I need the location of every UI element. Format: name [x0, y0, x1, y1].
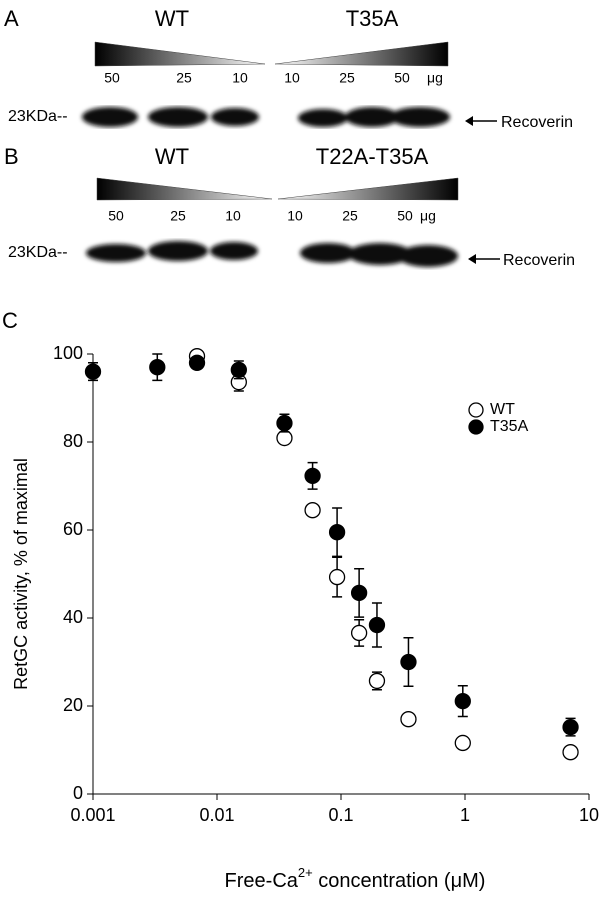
amount: 10	[232, 70, 248, 86]
x-label-part: Free-Ca	[225, 870, 299, 892]
right-label: T35A	[346, 6, 399, 31]
x-tick-label: 10	[579, 805, 599, 825]
x-tick-label: 0.1	[328, 805, 353, 825]
y-tick-label: 80	[63, 431, 83, 451]
y-tick-label: 100	[53, 343, 83, 363]
blot-bands	[82, 107, 450, 127]
amount: 50	[108, 208, 124, 224]
y-tick-label: 0	[73, 783, 83, 803]
panel-label: B	[4, 144, 19, 169]
legend-label: T35A	[490, 418, 529, 435]
left-label: WT	[155, 6, 189, 31]
data-point	[304, 502, 321, 519]
mw-marker: 23KDa--	[8, 244, 68, 261]
panel-label: C	[2, 308, 18, 333]
data-point	[368, 672, 386, 690]
data-point	[350, 584, 368, 602]
arrow-head	[468, 254, 476, 264]
legend-marker	[468, 402, 484, 418]
data-point	[454, 734, 471, 752]
amount: 10	[284, 70, 300, 86]
data-point	[328, 524, 346, 541]
amount: 10	[287, 208, 303, 224]
band-label: Recoverin	[503, 252, 575, 269]
mw-marker: 23KDa--	[8, 108, 68, 125]
amount: 50	[104, 70, 120, 86]
gradient-wedge	[274, 41, 449, 67]
data-point	[562, 718, 579, 736]
blot-bands	[86, 241, 458, 267]
y-tick-label: 60	[63, 519, 83, 539]
band-label: Recoverin	[501, 114, 573, 131]
data-point	[84, 363, 102, 380]
arrow-head	[465, 116, 473, 126]
amount: 10	[225, 208, 241, 224]
data-point	[149, 359, 166, 376]
x-tick-label: 0.001	[70, 805, 115, 825]
y-tick-label: 20	[63, 695, 83, 715]
data-point	[400, 711, 417, 728]
panel-label: A	[4, 6, 19, 31]
gradient-wedge	[94, 41, 266, 67]
amount: 25	[339, 70, 355, 86]
x-tick-label: 1	[460, 805, 470, 825]
y-axis-label: RetGC activity, % of maximal	[11, 458, 31, 690]
legend-marker	[468, 419, 484, 435]
gradient-wedge	[277, 177, 459, 201]
data-point	[562, 744, 579, 761]
right-label: T22A-T35A	[316, 144, 429, 169]
data-point	[276, 429, 293, 447]
amount: 25	[342, 208, 358, 224]
gradient-wedge	[96, 177, 273, 201]
data-point	[368, 616, 386, 634]
amount: 25	[170, 208, 186, 224]
left-label: WT	[155, 144, 189, 169]
data-point	[400, 653, 417, 671]
x-label-sup: 2+	[298, 865, 313, 880]
data-point	[188, 354, 206, 371]
amount: 50	[394, 70, 410, 86]
x-axis-label: Free-Ca2+ concentration (μM)	[225, 865, 486, 892]
data-point	[350, 624, 368, 642]
data-point	[454, 693, 471, 710]
y-tick-label: 40	[63, 607, 83, 627]
amount: 25	[176, 70, 192, 86]
unit: μg	[427, 70, 443, 86]
data-point	[328, 568, 346, 586]
amount: 50	[397, 208, 413, 224]
data-point	[230, 361, 247, 378]
x-label-part: concentration (μM)	[313, 870, 486, 892]
x-tick-label: 0.01	[199, 805, 234, 825]
legend-label: WT	[490, 401, 515, 418]
unit: μg	[420, 208, 436, 224]
data-point	[304, 467, 321, 485]
data-point	[276, 414, 293, 432]
